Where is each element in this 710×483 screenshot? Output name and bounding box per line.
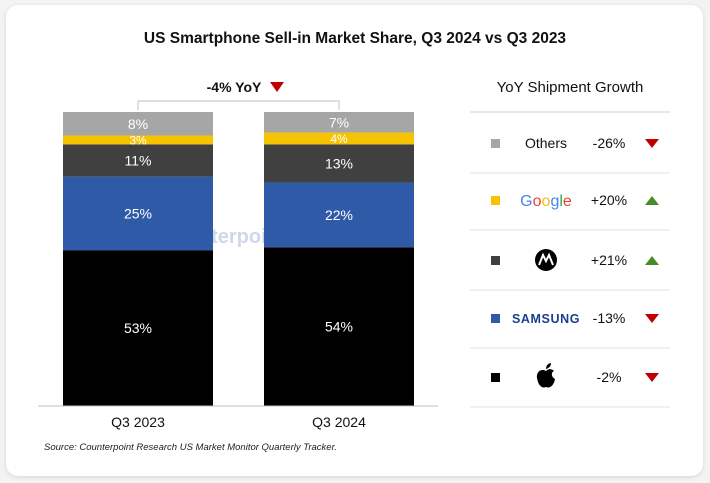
legend-arrow-up-icon-google <box>645 196 659 205</box>
bar-segment-samsung-1 <box>63 176 213 251</box>
data-label-apple-1: 53% <box>124 320 152 336</box>
legend-group: Others -26% Google +20% +21% SAMSUNG -13% -2% <box>470 111 670 408</box>
chart-title: US Smartphone Sell-in Market Share, Q3 2… <box>143 30 567 47</box>
samsung-logo: SAMSUNG <box>512 312 580 326</box>
source-note: Source: Counterpoint Research US Market … <box>44 442 338 453</box>
data-label-motorola-1: 11% <box>125 153 152 169</box>
legend-arrow-down-icon-others <box>645 139 659 148</box>
yoy-down-arrow-icon <box>270 82 284 92</box>
legend-swatch-apple <box>491 373 500 382</box>
legend-arrow-down-icon-apple <box>645 373 659 382</box>
data-label-others-2: 7% <box>329 114 349 130</box>
bar-segment-motorola-2 <box>264 144 414 183</box>
x-tick-label-2: Q3 2024 <box>312 414 366 430</box>
legend-growth-google: +20% <box>591 192 627 208</box>
data-label-google-1: 3% <box>129 133 147 147</box>
data-label-others-1: 8% <box>128 116 148 132</box>
yoy-label-bg <box>198 76 290 98</box>
bar-segment-google-2 <box>264 132 414 145</box>
legend-arrow-up-icon-motorola <box>645 256 659 265</box>
bar-segment-motorola-1 <box>63 144 213 177</box>
data-label-apple-2: 54% <box>325 319 353 335</box>
bars-group: 53% 25% 11% 3%8% 54% 22% 13% 4% 7% <box>63 112 414 406</box>
apple-logo-icon <box>536 369 555 388</box>
axis-group: Q3 2023 Q3 2024 <box>38 405 438 430</box>
bar-segment-others-1 <box>63 112 213 136</box>
bar-segment-google-1 <box>63 135 213 145</box>
legend-arrow-down-icon-samsung <box>645 314 659 323</box>
data-label-samsung-1: 25% <box>124 205 152 221</box>
legend-brand-others: Others <box>525 135 567 151</box>
legend-title: YoY Shipment Growth <box>496 79 644 96</box>
bar-segment-apple-2 <box>264 247 414 406</box>
bar-segment-apple-1 <box>63 250 213 406</box>
data-label-motorola-2: 13% <box>325 155 353 171</box>
google-logo: Google <box>520 193 572 210</box>
bar-segment-others-2 <box>264 112 414 133</box>
legend-growth-others: -26% <box>593 135 626 151</box>
legend-growth-samsung: -13% <box>593 310 626 326</box>
legend-growth-motorola: +21% <box>591 252 627 268</box>
legend-swatch-google <box>491 196 500 205</box>
bar-segment-samsung-2 <box>264 182 414 248</box>
motorola-logo-mark <box>538 252 554 266</box>
yoy-bracket <box>137 100 340 110</box>
data-label-samsung-2: 22% <box>325 207 353 223</box>
legend-swatch-samsung <box>491 314 500 323</box>
yoy-bracket-group: -4% YoY <box>137 76 340 110</box>
yoy-total-label: -4% YoY <box>207 79 262 95</box>
data-label-google-2: 4% <box>330 132 348 146</box>
x-tick-label-1: Q3 2023 <box>111 414 165 430</box>
legend-swatch-others <box>491 139 500 148</box>
apple-leaf-icon <box>546 363 551 369</box>
legend-swatch-motorola <box>491 256 500 265</box>
legend-growth-apple: -2% <box>597 369 622 385</box>
